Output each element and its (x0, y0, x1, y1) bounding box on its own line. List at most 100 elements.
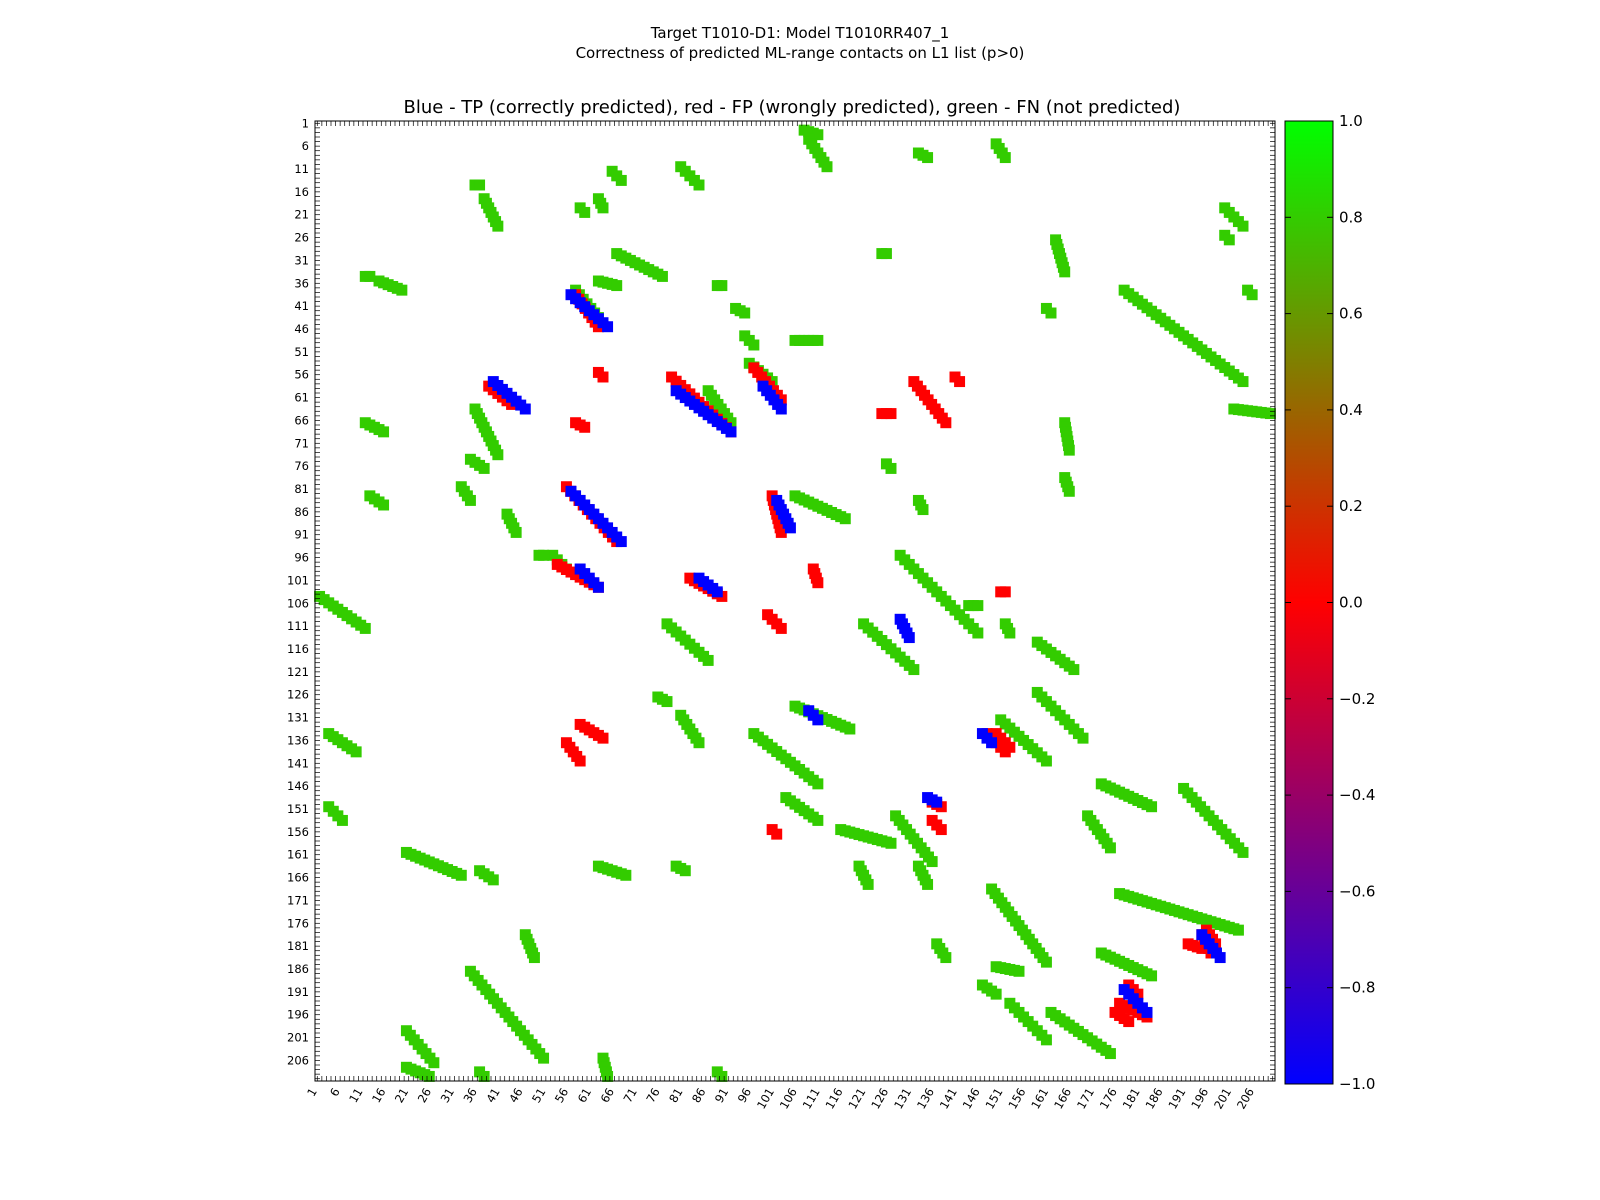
fn-contact-cell (693, 737, 705, 749)
fp-contact-cell (954, 376, 966, 388)
tp-contact-cell (986, 737, 998, 749)
fp-contact-cell (940, 417, 952, 429)
fn-contact-cell (455, 869, 467, 881)
x-tick-label: 11 (346, 1086, 365, 1106)
fn-contact-cell (1146, 970, 1158, 982)
tp-contact-cell (812, 714, 824, 726)
tp-contact-cell (931, 796, 943, 808)
x-tick-label: 21 (392, 1086, 411, 1106)
fn-contact-cell (972, 600, 984, 612)
plot-background (315, 121, 1275, 1081)
fn-contact-cell (359, 622, 371, 634)
x-tick-label: 201 (1211, 1086, 1234, 1112)
tp-contact-cell (602, 321, 614, 333)
fn-contact-cell (812, 778, 824, 790)
colorbar: 1.0 0.8 0.6 0.4 0.2 0.0 −0.2 −0.4 −0.6 −0.8 −1.0 (1284, 112, 1375, 1093)
x-tick-label: 111 (800, 1086, 823, 1112)
fn-contact-cell (1013, 965, 1025, 977)
fn-contact-cell (396, 284, 408, 296)
x-tick-label: 96 (735, 1086, 754, 1106)
fn-contact-cell (1246, 289, 1258, 301)
fn-contact-cell (1146, 801, 1158, 813)
x-tick-label: 141 (937, 1086, 960, 1112)
y-tick-label: 6 (302, 139, 309, 153)
fp-contact-cell (771, 828, 783, 840)
fn-contact-cell (821, 161, 833, 173)
fn-contact-cell (597, 202, 609, 214)
y-tick-label: 156 (287, 825, 309, 839)
x-tick-label: 46 (506, 1086, 525, 1106)
x-tick-label: 206 (1234, 1086, 1257, 1112)
y-tick-label: 61 (294, 391, 309, 405)
fp-contact-cell (999, 586, 1011, 598)
x-tick-label: 71 (620, 1086, 639, 1106)
fn-contact-cell (885, 462, 897, 474)
x-tick-label: 86 (689, 1086, 708, 1106)
y-tick-label: 151 (287, 802, 309, 816)
y-tick-label: 111 (287, 619, 309, 633)
colorbar-tick-label: 0.8 (1339, 208, 1363, 226)
fp-contact-cell (1004, 741, 1016, 753)
x-tick-label: 61 (575, 1086, 594, 1106)
tp-contact-cell (725, 426, 737, 438)
y-tick-label: 191 (287, 985, 309, 999)
x-tick-label: 161 (1028, 1086, 1051, 1112)
colorbar-tick-label: 0.4 (1339, 401, 1363, 419)
fn-contact-cell (839, 513, 851, 525)
x-tick-label: 31 (438, 1086, 457, 1106)
x-tick-label: 81 (666, 1086, 685, 1106)
tp-contact-cell (711, 586, 723, 598)
x-tick-label: 186 (1142, 1086, 1165, 1112)
colorbar-tick-label: 1.0 (1339, 112, 1363, 130)
y-tick-label: 161 (287, 848, 309, 862)
colorbar-tick-label: −1.0 (1339, 1075, 1375, 1093)
y-tick-label: 26 (294, 231, 309, 245)
y-tick-label: 201 (287, 1031, 309, 1045)
fn-contact-cell (487, 874, 499, 886)
tp-contact-cell (775, 403, 787, 415)
fn-contact-cell (862, 878, 874, 890)
plot-title: Blue - TP (correctly predicted), red - F… (404, 97, 1181, 118)
fp-contact-cell (597, 371, 609, 383)
y-tick-label: 1 (302, 116, 309, 130)
fn-contact-cell (364, 270, 376, 282)
fn-contact-cell (656, 270, 668, 282)
fn-contact-cell (1104, 1048, 1116, 1060)
y-tick-label: 196 (287, 1008, 309, 1022)
y-tick-label: 46 (294, 322, 309, 336)
y-tick-label: 166 (287, 871, 309, 885)
fn-contact-cell (812, 814, 824, 826)
fn-contact-cell (1077, 732, 1089, 744)
y-tick-label: 76 (294, 459, 309, 473)
x-tick-label: 131 (891, 1086, 914, 1112)
x-tick-label: 101 (754, 1086, 777, 1112)
colorbar-tick-label: 0.6 (1339, 305, 1363, 323)
y-tick-label: 91 (294, 528, 309, 542)
fn-contact-cell (1237, 376, 1249, 388)
x-tick-label: 41 (483, 1086, 502, 1106)
fn-contact-cell (739, 307, 751, 319)
x-tick-label: 176 (1097, 1086, 1120, 1112)
fp-contact-cell (579, 421, 591, 433)
fn-contact-cell (917, 504, 929, 516)
x-tick-label: 146 (960, 1086, 983, 1112)
fp-contact-cell (935, 824, 947, 836)
y-tick-label: 136 (287, 733, 309, 747)
fn-contact-cell (510, 526, 522, 538)
y-tick-label: 86 (294, 505, 309, 519)
fn-contact-cell (880, 248, 892, 260)
tp-contact-cell (903, 632, 915, 644)
fn-contact-cell (1059, 266, 1071, 278)
tp-contact-cell (784, 522, 796, 534)
fn-contact-cell (528, 952, 540, 964)
fp-contact-cell (1196, 942, 1208, 954)
fn-contact-cell (908, 664, 920, 676)
fn-contact-cell (661, 696, 673, 708)
y-tick-label: 51 (294, 345, 309, 359)
y-tick-label: 206 (287, 1053, 309, 1067)
y-tick-label: 96 (294, 551, 309, 565)
fp-contact-cell (574, 755, 586, 767)
y-tick-label: 121 (287, 665, 309, 679)
fn-contact-cell (1063, 444, 1075, 456)
